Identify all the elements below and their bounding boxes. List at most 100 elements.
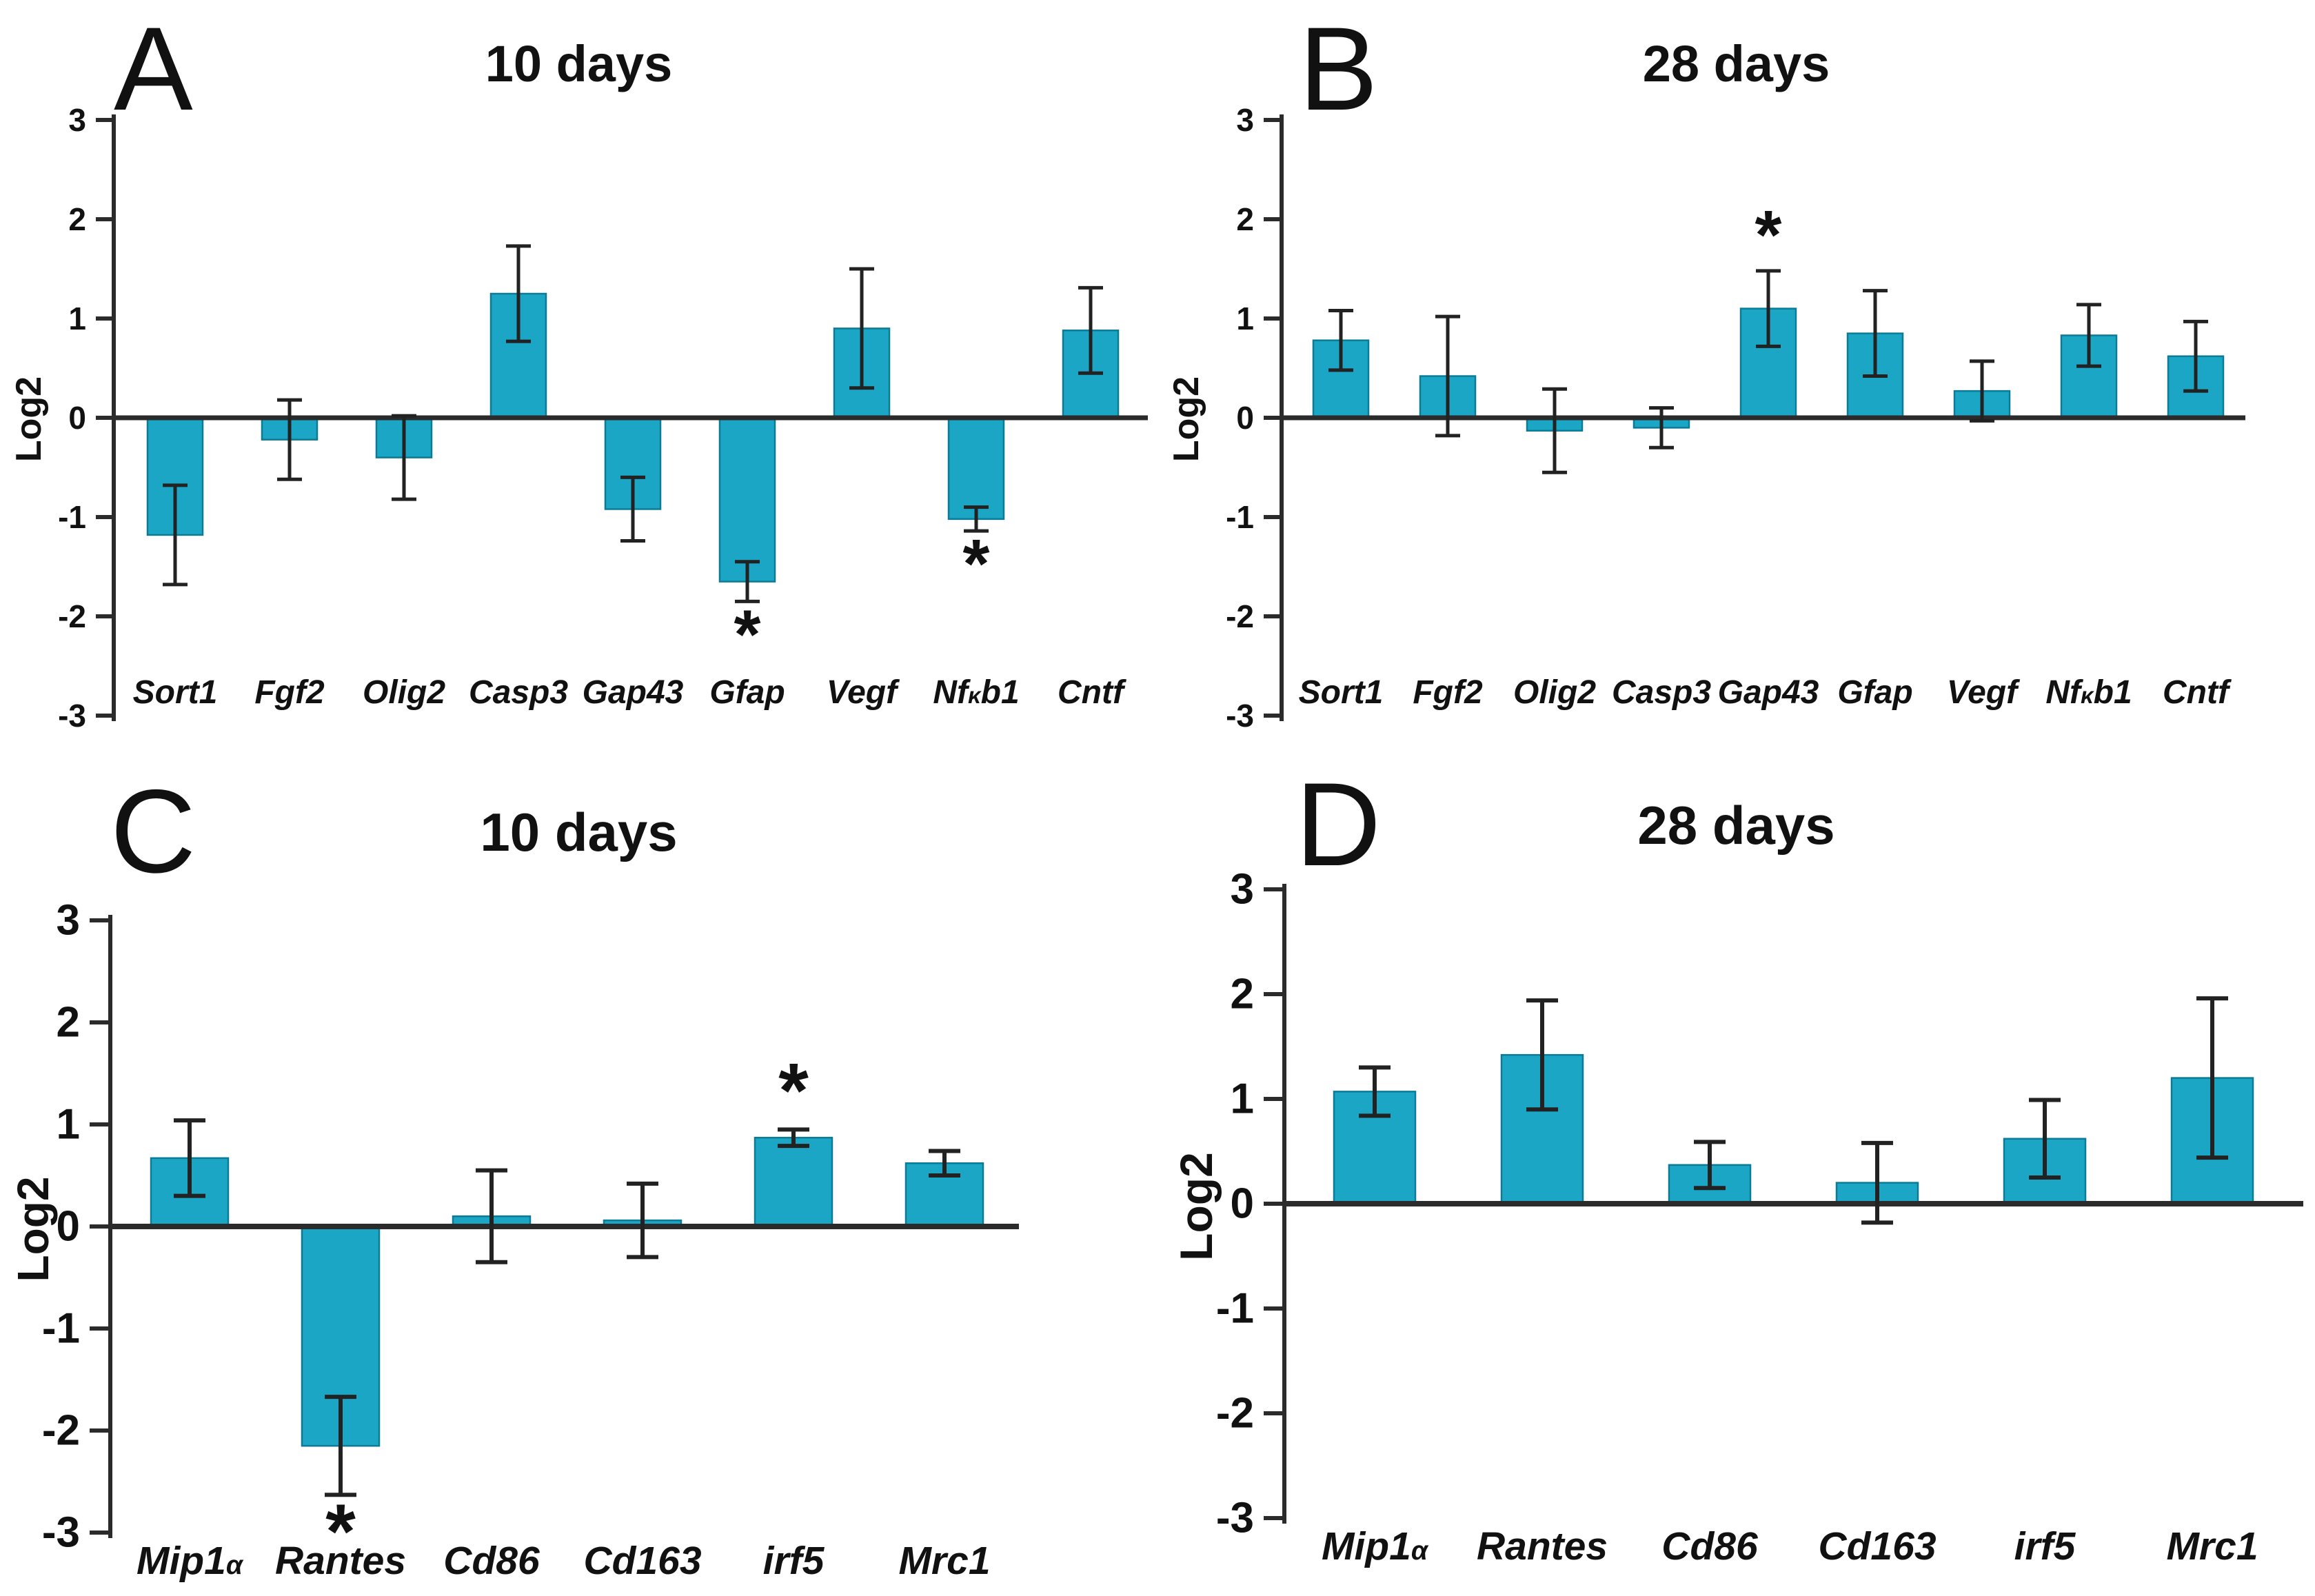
bar-Nfκb1 xyxy=(947,416,1005,521)
y-tick-label: 0 xyxy=(1236,400,1254,436)
error-bar-Gfap xyxy=(1863,289,1888,378)
y-tick-label: -2 xyxy=(1226,598,1254,634)
panel-a-letter: A xyxy=(114,3,193,135)
error-bar-Gfap xyxy=(735,560,760,603)
y-tick-label: -2 xyxy=(42,1407,80,1455)
error-bar-Sort1 xyxy=(1328,308,1353,372)
panel-d-title: 28 days xyxy=(1637,795,1835,856)
y-tick-label: 1 xyxy=(57,1101,80,1149)
error-bar-Vegf xyxy=(849,267,874,390)
x-label-Cd163: Cd163 xyxy=(1818,1524,1936,1568)
error-bar-Gap43 xyxy=(1756,269,1781,348)
panel-b-title: 28 days xyxy=(1642,35,1830,92)
y-tick-label: 3 xyxy=(1231,866,1254,913)
error-bar-irf5 xyxy=(778,1127,809,1149)
y-tick-label: 0 xyxy=(68,400,86,436)
x-label-Cd86: Cd86 xyxy=(1661,1524,1758,1568)
error-bar-Cd163 xyxy=(627,1181,658,1260)
panel-c-title: 10 days xyxy=(480,802,678,862)
x-label-Olig2: Olig2 xyxy=(363,674,445,711)
error-bar-Nfκb1 xyxy=(964,505,989,533)
error-bar-Gap43 xyxy=(620,475,645,543)
panel-b-plot: 3 2 1 0 -1 -2 -3 Sort1 Fgf2 Olig2 Casp3 * Gap43 Gfap V… xyxy=(1226,102,2245,734)
x-label-Mrc1: Mrc1 xyxy=(898,1539,990,1583)
error-bar-Nfκb1 xyxy=(2076,303,2101,368)
x-label-Casp3: Casp3 xyxy=(1612,674,1711,711)
error-bar-Casp3 xyxy=(1649,406,1674,449)
error-bar-Cd163 xyxy=(1861,1140,1893,1225)
y-tick-label: 3 xyxy=(57,897,80,945)
error-bar-Rantes xyxy=(325,1395,356,1497)
error-bar-Fgf2 xyxy=(277,398,302,481)
panel-a: A 10 days Log2 3 2 1 0 -1 -2 -3 Sort1 Fgf2 Olig2 C… xyxy=(0,0,1158,745)
x-label-Mip1α: Mip1α xyxy=(1322,1524,1429,1568)
x-label-Casp3: Casp3 xyxy=(469,674,568,711)
error-bar-Fgf2 xyxy=(1435,314,1460,438)
y-tick-label: -3 xyxy=(1216,1495,1254,1542)
y-tick-label: 3 xyxy=(1236,102,1254,138)
significance-asterisk-Gap43: * xyxy=(1755,196,1782,274)
x-label-Vegf: Vegf xyxy=(827,674,900,711)
error-bar-Cd86 xyxy=(476,1168,507,1264)
y-tick-label: -3 xyxy=(58,698,86,734)
x-label-Vegf: Vegf xyxy=(1947,674,2020,711)
y-tick-label: -2 xyxy=(1216,1390,1254,1437)
panel-d: D 28 days Log2 3 2 1 0 -1 -2 -3 Mip1α Rantes Cd86… xyxy=(1158,745,2315,1596)
panel-c: C 10 days Log2 3 2 1 0 -1 -2 -3 Mip1α * Rantes Cd8… xyxy=(0,745,1158,1596)
y-tick-label: -3 xyxy=(42,1509,80,1557)
x-label-Nfκb1: Nfκb1 xyxy=(2045,674,2132,711)
x-label-Cd163: Cd163 xyxy=(583,1539,701,1583)
y-tick-label: 2 xyxy=(1236,201,1254,237)
panel-d-letter: D xyxy=(1295,758,1381,891)
x-label-Nfκb1: Nfκb1 xyxy=(933,674,1019,711)
x-label-Fgf2: Fgf2 xyxy=(1413,674,1483,711)
x-label-Gap43: Gap43 xyxy=(1718,674,1819,711)
x-label-Sort1: Sort1 xyxy=(1299,674,1384,711)
y-tick-label: 0 xyxy=(1231,1180,1254,1228)
x-label-irf5: irf5 xyxy=(2014,1524,2076,1568)
error-bar-Mip1α xyxy=(1359,1065,1391,1118)
error-bar-Vegf xyxy=(1970,359,1994,423)
significance-asterisk-Nfκb1: * xyxy=(963,525,990,603)
x-label-Rantes: Rantes xyxy=(275,1539,406,1583)
y-tick-label: 3 xyxy=(68,102,86,138)
y-tick-label: -1 xyxy=(58,499,86,535)
y-tick-label: 2 xyxy=(57,999,80,1047)
x-label-Gfap: Gfap xyxy=(1837,674,1912,711)
y-tick-label: 1 xyxy=(1231,1075,1254,1123)
panel-a-title: 10 days xyxy=(485,35,673,92)
error-bar-Mrc1 xyxy=(929,1149,960,1178)
error-bar-Cntf xyxy=(2183,319,2208,393)
y-tick-label: 1 xyxy=(68,301,86,336)
y-tick-label: 0 xyxy=(57,1203,80,1251)
significance-asterisk-irf5: * xyxy=(778,1047,809,1133)
panel-d-plot: 3 2 1 0 -1 -2 -3 Mip1α Rantes Cd86 Cd163 irf5 Mrc1 xyxy=(1216,866,2303,1568)
x-label-Gap43: Gap43 xyxy=(583,674,684,711)
y-tick-label: 2 xyxy=(1231,971,1254,1018)
error-bar-Olig2 xyxy=(392,414,416,501)
panel-c-letter: C xyxy=(110,765,196,898)
x-label-Cntf: Cntf xyxy=(1058,674,1126,711)
bar-Gfap xyxy=(718,416,776,583)
error-bar-Mip1α xyxy=(174,1118,205,1198)
x-label-Mip1α: Mip1α xyxy=(137,1539,244,1583)
x-label-Cd86: Cd86 xyxy=(443,1539,540,1583)
significance-asterisk-Gfap: * xyxy=(734,596,761,673)
y-tick-label: -3 xyxy=(1226,698,1254,734)
panel-b-letter: B xyxy=(1299,3,1378,135)
error-bar-Rantes xyxy=(1526,998,1558,1112)
y-tick-label: -2 xyxy=(58,598,86,634)
bar-irf5 xyxy=(754,1136,833,1228)
error-bar-Olig2 xyxy=(1542,387,1567,474)
y-tick-label: 2 xyxy=(68,201,86,237)
error-bar-Sort1 xyxy=(163,483,188,587)
error-bar-Mrc1 xyxy=(2196,996,2228,1160)
x-label-Mrc1: Mrc1 xyxy=(2166,1524,2258,1568)
x-label-Olig2: Olig2 xyxy=(1513,674,1596,711)
error-bar-Casp3 xyxy=(506,244,531,343)
significance-asterisk-Rantes: * xyxy=(325,1488,356,1575)
x-label-Gfap: Gfap xyxy=(709,674,785,711)
